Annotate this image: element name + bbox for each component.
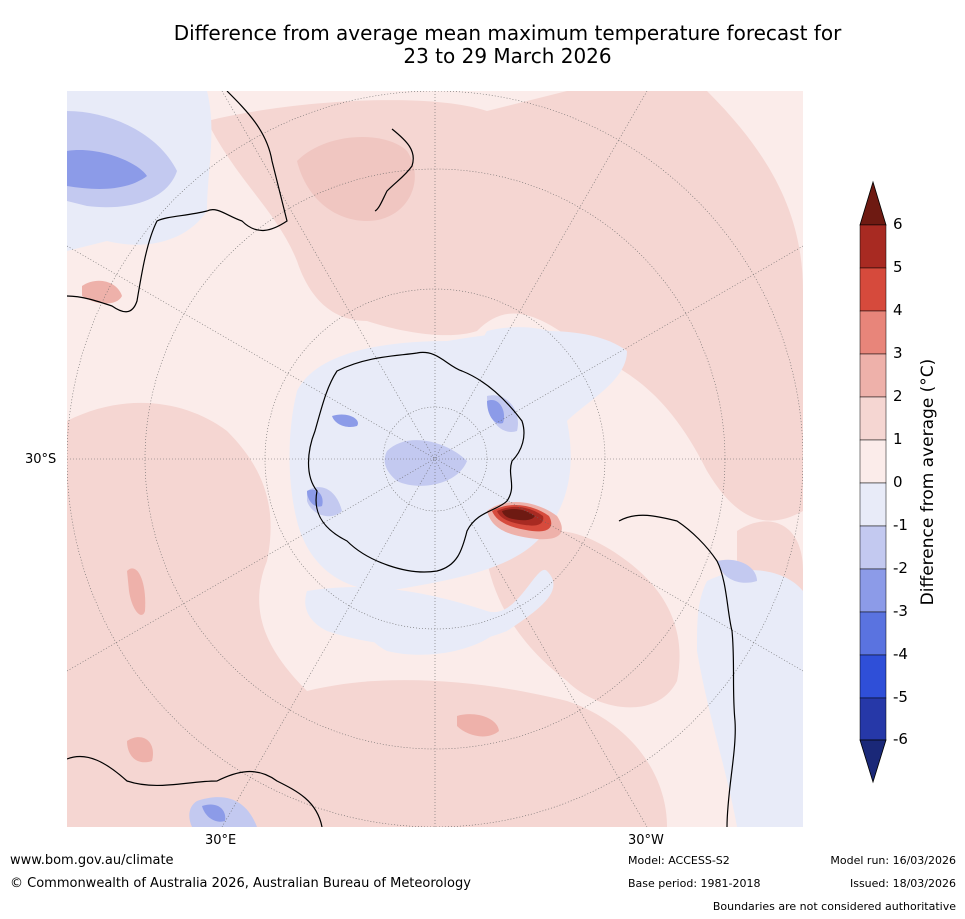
colorbar-top-arrow	[859, 180, 887, 226]
colorbar-m1to0	[859, 482, 887, 527]
colorbar-tick: 3	[893, 344, 903, 362]
colorbar-label: Difference from average (°C)	[918, 358, 938, 606]
colorbar-tick: 4	[893, 301, 903, 319]
colorbar-tick: 5	[893, 258, 903, 276]
colorbar	[859, 180, 887, 784]
colorbar-tick: 0	[893, 473, 903, 491]
colorbar-tick: 2	[893, 387, 903, 405]
colorbar-4to5	[859, 267, 887, 312]
colorbar-tick: 1	[893, 430, 903, 448]
footer-model-run: Model run: 16/03/2026	[830, 854, 956, 867]
colorbar-tick: 6	[893, 215, 903, 233]
colorbar-m6tom5	[859, 697, 887, 741]
lon-label-30w: 30°W	[628, 833, 664, 848]
colorbar-m3tom2	[859, 568, 887, 613]
footer-model: Model: ACCESS-S2	[628, 854, 730, 867]
colorbar-tick: -2	[893, 559, 908, 577]
colorbar-1to2	[859, 396, 887, 441]
title-line-2: 23 to 29 March 2026	[403, 44, 612, 68]
footer-base-period: Base period: 1981-2018	[628, 877, 761, 890]
footer-copyright: © Commonwealth of Australia 2026, Austra…	[10, 876, 471, 891]
footer-issued: Issued: 18/03/2026	[849, 877, 956, 890]
colorbar-tick: -6	[893, 730, 908, 748]
colorbar-tick: -3	[893, 602, 908, 620]
colorbar-0to1	[859, 439, 887, 484]
colorbar-tick: -4	[893, 645, 908, 663]
colorbar-m5tom4	[859, 654, 887, 699]
title-line-1: Difference from average mean maximum tem…	[173, 21, 842, 45]
colorbar-m2tom1	[859, 525, 887, 570]
map-title: Difference from average mean maximum tem…	[60, 22, 955, 68]
colorbar-5to6	[859, 224, 887, 269]
colorbar-m4tom3	[859, 611, 887, 656]
colorbar-bottom-arrow	[859, 739, 887, 784]
colorbar-tick: -1	[893, 516, 908, 534]
lat-label-30s: 30°S	[25, 452, 57, 467]
colorbar-tick: -5	[893, 688, 908, 706]
map-area[interactable]	[67, 91, 803, 827]
lon-label-30e: 30°E	[205, 833, 237, 848]
footer-website[interactable]: www.bom.gov.au/climate	[10, 853, 174, 868]
colorbar-2to3	[859, 353, 887, 398]
footer-disclaimer: Boundaries are not considered authoritat…	[712, 900, 956, 913]
colorbar-3to4	[859, 310, 887, 355]
